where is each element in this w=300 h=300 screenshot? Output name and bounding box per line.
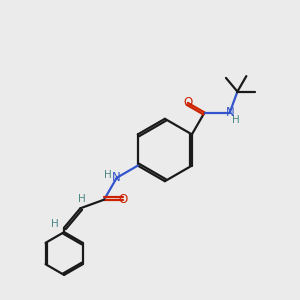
Text: O: O [119,193,128,206]
Text: N: N [225,106,234,119]
Text: N: N [112,171,121,184]
Text: H: H [51,219,59,230]
Text: H: H [78,194,86,204]
Text: H: H [232,115,240,125]
Text: O: O [183,96,192,110]
Text: H: H [104,169,112,179]
